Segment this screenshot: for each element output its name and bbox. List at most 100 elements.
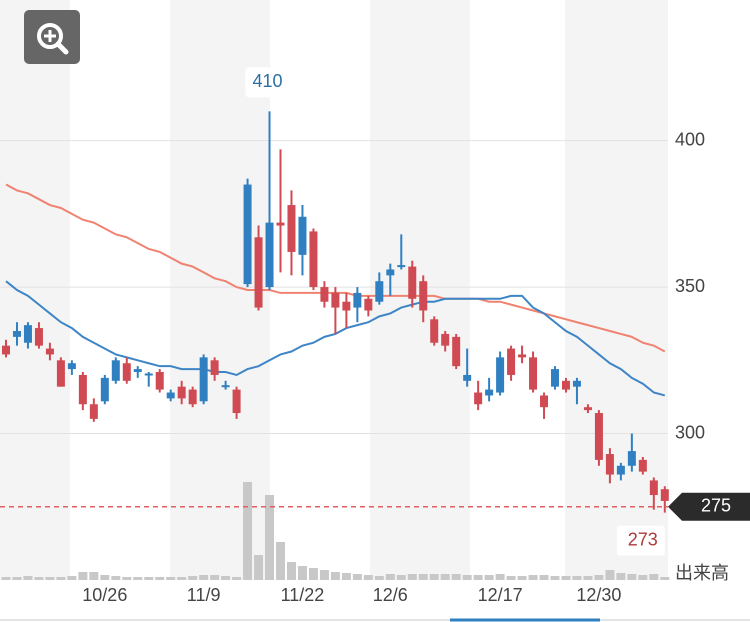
candle-body [397, 265, 406, 268]
volume-bar [572, 576, 582, 580]
candle-body [309, 231, 318, 288]
y-tick-label: 300 [675, 422, 705, 442]
volume-bar [638, 575, 648, 580]
candle-body [660, 489, 669, 501]
volume-bar [210, 575, 220, 580]
volume-bars [1, 482, 670, 580]
candle-body [583, 407, 592, 411]
x-tick-label: 12/6 [373, 585, 408, 605]
high-label-box [245, 67, 294, 98]
volume-bar [407, 574, 417, 580]
volume-bar [243, 482, 253, 580]
candle-body [342, 301, 351, 311]
candle-body [2, 345, 10, 355]
volume-bar [429, 574, 439, 580]
volume-bar [144, 577, 154, 580]
volume-bar [45, 577, 55, 580]
candle-body [408, 266, 417, 299]
high-label: 410 [252, 71, 282, 91]
volume-bar [12, 577, 22, 580]
x-tick-label: 12/30 [576, 585, 621, 605]
candle-body [177, 386, 186, 399]
candle-body [188, 389, 197, 405]
candle-body [419, 281, 428, 311]
volume-bar [440, 574, 450, 580]
candle-body [386, 269, 395, 276]
volume-bar [286, 562, 296, 580]
candle-body [441, 333, 450, 346]
candle-body [287, 205, 296, 252]
candle-body [45, 348, 54, 355]
volume-bar [506, 576, 516, 580]
candle-body [122, 363, 131, 381]
candle-body [298, 216, 307, 255]
volume-bar [177, 577, 187, 580]
volume-bar [352, 574, 362, 580]
x-tick-label: 10/26 [82, 585, 127, 605]
volume-bar [67, 576, 77, 580]
candle-body [254, 237, 263, 308]
candle-body [221, 385, 230, 388]
candle-body [474, 392, 483, 405]
candle-body [430, 319, 439, 343]
annotations: 410 273 275 [0, 67, 750, 556]
x-tick-label: 12/17 [478, 585, 523, 605]
candle-body [166, 392, 175, 399]
volume-bar [451, 574, 461, 580]
volume-bar [297, 566, 307, 580]
zoom-button[interactable] [24, 10, 80, 64]
volume-bar [473, 575, 483, 580]
candle-body [649, 480, 658, 496]
candle-body [89, 404, 98, 419]
candle-body [529, 357, 538, 390]
volume-bar [166, 577, 176, 580]
volume-bar [396, 575, 406, 580]
volume-bar [385, 574, 395, 580]
volume-bar [188, 576, 198, 580]
candle-body [638, 459, 647, 472]
candle-body [561, 380, 570, 390]
low-label: 273 [628, 529, 658, 549]
candle-body [540, 395, 549, 408]
volume-bar [484, 575, 494, 580]
volume-bar [254, 555, 264, 580]
volume-bar [133, 577, 143, 580]
candle-body [23, 325, 32, 343]
candle-body [56, 360, 65, 387]
candle-body [507, 348, 516, 375]
volume-bar [660, 577, 670, 580]
candles [2, 111, 669, 513]
candle-body [594, 413, 603, 460]
candle-body [331, 292, 340, 308]
candle-body [518, 354, 527, 358]
volume-bar [627, 574, 637, 580]
candle-body [616, 465, 625, 475]
volume-bar [539, 575, 549, 580]
volume-bar [594, 575, 604, 580]
candle-body [463, 374, 472, 381]
y-tick-label: 450 [675, 0, 705, 3]
candle-body [485, 389, 494, 396]
candle-body [133, 369, 142, 373]
candle-body [551, 369, 559, 387]
candle-body [572, 380, 581, 387]
candle-body [364, 298, 373, 311]
y-tick-label: 350 [675, 276, 705, 296]
grid [0, 140, 668, 435]
volume-label: 出来高 [675, 563, 729, 583]
volume-bar [221, 576, 231, 580]
volume-bar [517, 576, 527, 580]
volume-bar [418, 574, 428, 580]
candle-body [232, 389, 241, 414]
candle-body [452, 336, 461, 367]
volume-bar [605, 570, 615, 580]
volume-bar [649, 574, 659, 580]
candle-body [111, 360, 120, 381]
candle-body [496, 357, 505, 393]
volume-bar [462, 575, 472, 580]
volume-bar [495, 574, 505, 580]
volume-bar [111, 576, 121, 580]
volume-bar [265, 495, 275, 580]
candle-body [605, 454, 614, 475]
